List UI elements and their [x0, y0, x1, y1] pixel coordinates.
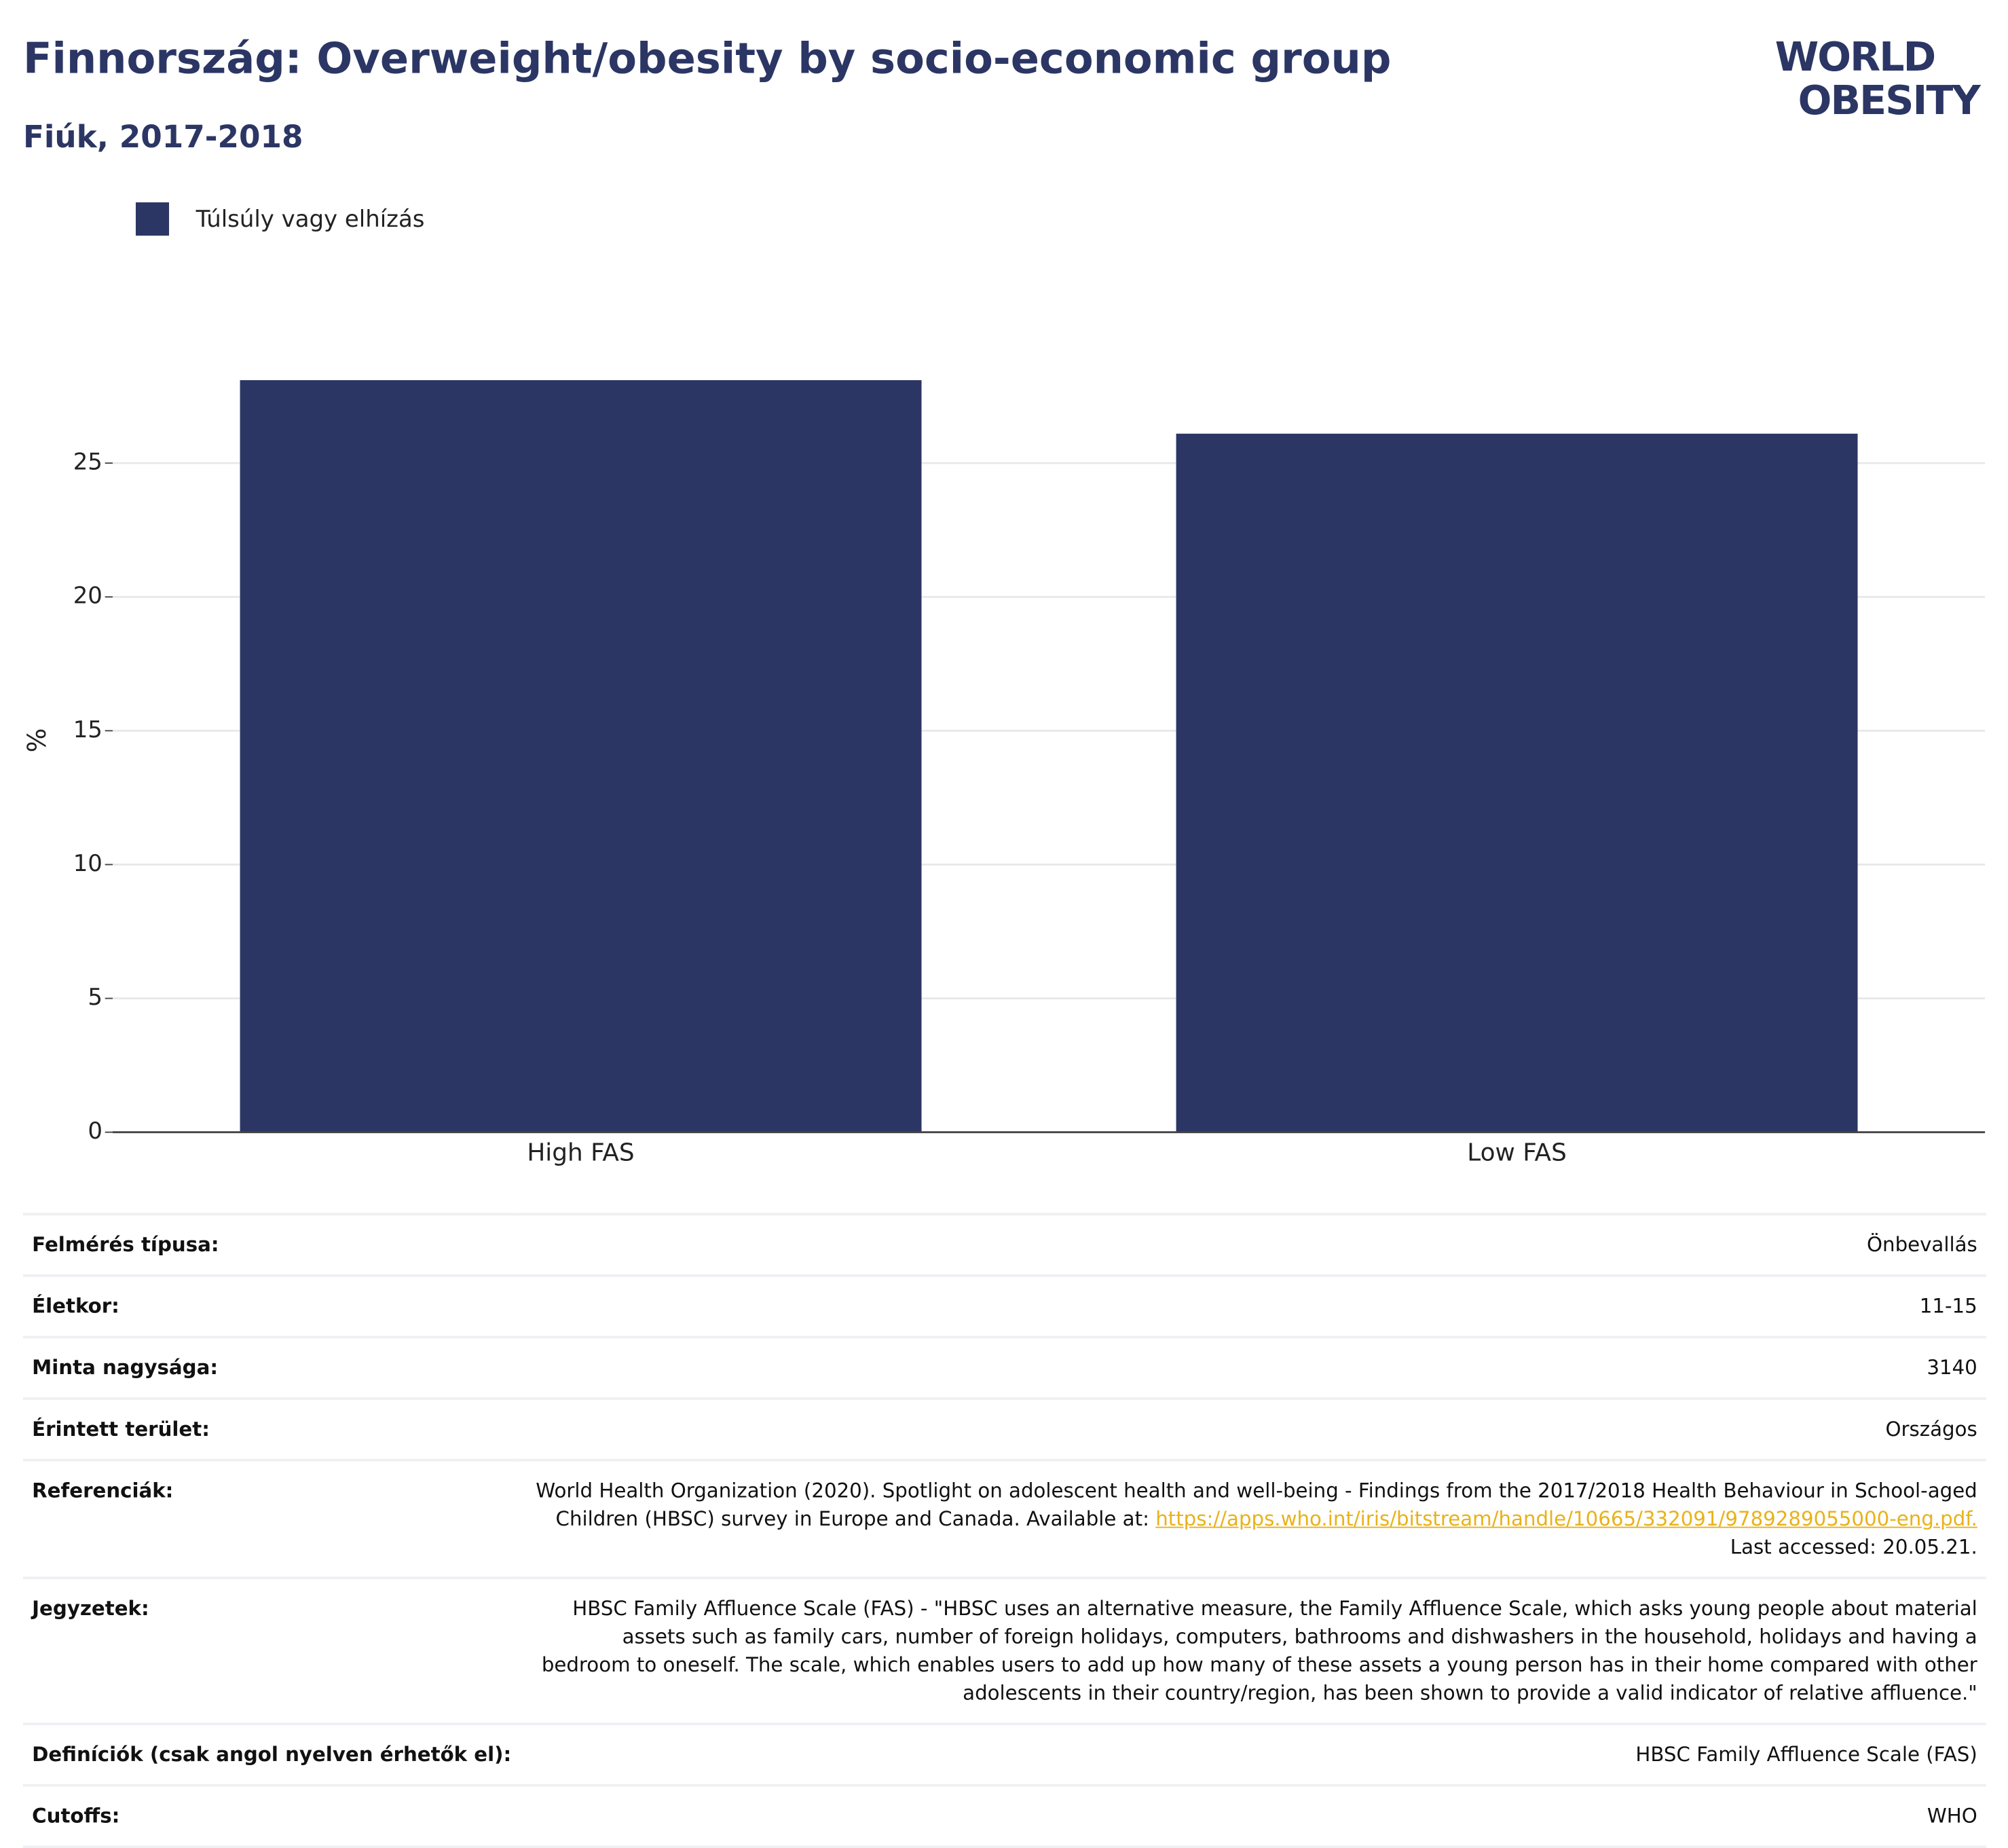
- title: Finnország: Overweight/obesity by socio-…: [22, 33, 1392, 84]
- subtitle: Fiúk, 2017-2018: [22, 119, 303, 155]
- legend-swatch: [135, 202, 170, 236]
- y-axis-label: %: [22, 728, 52, 752]
- table-row: Érintett terület: Országos: [22, 1397, 1986, 1462]
- table-row: Cutoffs: WHO: [22, 1784, 1986, 1848]
- reference-text: World Health Organization (2020). Spotli…: [536, 1479, 1977, 1531]
- row-label: Életkor:: [22, 1274, 521, 1339]
- x-tick-label: High FAS: [527, 1139, 634, 1167]
- logo-line: WORLD: [1774, 34, 1937, 81]
- table-row: Minta nagysága: 3140: [22, 1335, 1986, 1400]
- row-label: Jegyzetek:: [22, 1576, 521, 1726]
- reference-text: Last accessed: 20.05.21.: [1730, 1535, 1977, 1559]
- y-tick-label: 15: [73, 716, 103, 743]
- table-row: Referenciák: World Health Organization (2…: [22, 1458, 1986, 1580]
- logo-line: OBESITY: [1798, 78, 1981, 124]
- x-tick-label: Low FAS: [1467, 1139, 1567, 1167]
- row-label: Cutoffs:: [22, 1784, 521, 1848]
- chart: Túlsúly vagy elhízás 0 5 10 15 20 25% High FAS L…: [22, 202, 1986, 1167]
- row-value: HBSC Family Affluence Scale (FAS) - "HBS…: [520, 1576, 1986, 1726]
- row-value: HBSC Family Affluence Scale (FAS): [520, 1722, 1986, 1787]
- info-table: Felmérés típusa: Önbevallás Életkor: 11-15 M…: [22, 1213, 1986, 1848]
- y-tick-label: 25: [73, 449, 103, 476]
- y-tick-label: 20: [73, 583, 103, 610]
- table-row: Jegyzetek: HBSC Family Affluence Scale (F…: [22, 1576, 1986, 1726]
- row-value: Önbevallás: [520, 1213, 1986, 1277]
- table-row: Definíciók (csak angol nyelven érhetők e…: [22, 1722, 1986, 1787]
- row-label: Referenciák:: [22, 1458, 521, 1580]
- row-value: World Health Organization (2020). Spotli…: [520, 1458, 1986, 1580]
- legend-label: Túlsúly vagy elhízás: [196, 206, 425, 233]
- y-tick-label: 10: [73, 850, 103, 877]
- row-label: Definíciók (csak angol nyelven érhetők e…: [22, 1722, 521, 1787]
- bar: [1176, 433, 1858, 1132]
- table-row: Életkor: 11-15: [22, 1274, 1986, 1339]
- logo: WORLD OBESITY: [1774, 34, 1981, 124]
- row-value: 3140: [520, 1335, 1986, 1400]
- row-value: Országos: [520, 1397, 1986, 1462]
- row-value: WHO: [520, 1784, 1986, 1848]
- y-tick-label: 0: [88, 1117, 103, 1145]
- bar: [240, 380, 922, 1132]
- reference-link[interactable]: https://apps.who.int/iris/bitstream/hand…: [1155, 1507, 1977, 1531]
- row-value: 11-15: [520, 1274, 1986, 1339]
- row-label: Minta nagysága:: [22, 1335, 521, 1400]
- row-label: Érintett terület:: [22, 1397, 521, 1462]
- table-row: Felmérés típusa: Önbevallás: [22, 1213, 1986, 1277]
- y-tick-label: 5: [88, 984, 103, 1011]
- row-label: Felmérés típusa:: [22, 1213, 521, 1277]
